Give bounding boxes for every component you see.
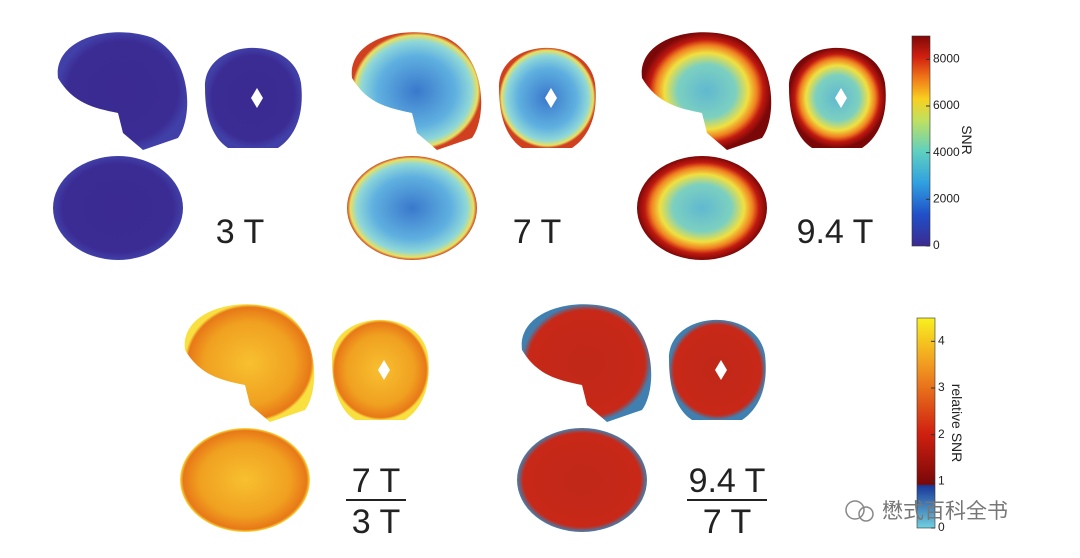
watermark-icon	[845, 500, 865, 520]
sagittal-slice	[184, 304, 315, 422]
colorbar-tick-label: 0	[938, 520, 945, 534]
brain-images	[53, 32, 886, 532]
colorbar-tick-label: 6000	[933, 98, 960, 112]
colorbar-tick-label: 8000	[933, 52, 960, 66]
field-label: 9.4 T	[797, 213, 874, 251]
ventricle	[545, 88, 557, 108]
watermark-text: 懋式百科全书	[882, 499, 1008, 523]
axial-slice	[347, 156, 477, 260]
ratio-denominator: 3 T	[352, 503, 401, 541]
axial-slice	[180, 428, 310, 532]
colorbar-tick-label: 1	[938, 474, 945, 488]
colorbar-tick-label: 4000	[933, 145, 960, 159]
sagittal-slice	[641, 32, 772, 150]
relative-colorbar	[916, 317, 936, 529]
watermark: 懋式百科全书	[845, 499, 1008, 523]
ratio-denominator: 7 T	[703, 503, 752, 541]
colorbar-tick-label: 2000	[933, 192, 960, 206]
colorbar-tick-label: 0	[933, 238, 940, 252]
colorbar-label: SNR	[959, 125, 975, 155]
field-label: 3 T	[216, 213, 265, 251]
axial-slice	[637, 156, 767, 260]
axial-slice	[53, 156, 183, 260]
ratio-numerator: 7 T	[352, 462, 401, 500]
colorbar-tick-label: 4	[938, 334, 945, 348]
field-label: 7 T	[513, 213, 562, 251]
ratio-numerator: 9.4 T	[689, 462, 766, 500]
colorbar-label: relative SNR	[949, 384, 965, 463]
ventricle	[378, 360, 390, 380]
ventricle	[251, 88, 263, 108]
ventricle	[715, 360, 727, 380]
watermark-icon	[858, 506, 874, 522]
sagittal-slice	[351, 32, 482, 150]
ventricle	[835, 88, 847, 108]
axial-slice	[517, 428, 647, 532]
colorbar-tick-label: 3	[938, 380, 945, 394]
snr-colorbar	[911, 35, 931, 247]
colorbar-tick-label: 2	[938, 427, 945, 441]
sagittal-slice	[521, 304, 652, 422]
sagittal-slice	[57, 32, 188, 150]
